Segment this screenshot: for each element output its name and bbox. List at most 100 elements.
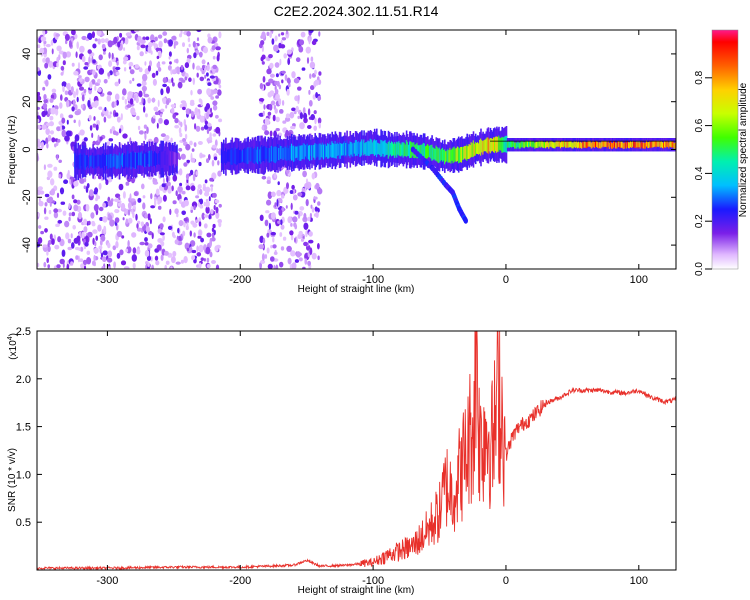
noise-speckle [270,231,276,236]
noise-speckle [158,117,163,124]
ridge-core [143,150,145,167]
noise-speckle [212,223,216,229]
noise-speckle [83,66,89,70]
noise-speckle [309,247,313,255]
noise-speckle [84,76,90,83]
ridge-core [277,144,279,162]
noise-speckle [96,30,102,37]
noise-speckle [265,210,270,214]
noise-speckle [203,258,206,262]
spectrogram-x-ticks: -300 -200 -100 0 100 [96,30,648,286]
ridge-core [266,148,269,162]
noise-speckle [173,43,176,49]
ridge-core [437,148,440,164]
ridge-core [482,141,484,155]
noise-speckle [188,43,191,48]
ridge-core [167,152,170,168]
noise-speckle [287,257,292,265]
noise-speckle [46,143,49,149]
ridge-core [649,141,651,148]
noise-speckle [317,117,322,124]
ridge-core [436,147,439,162]
noise-speckle [297,212,301,219]
ridge-core [450,149,452,164]
ridge-core [386,143,389,155]
noise-speckle [127,240,130,248]
ridge-core [155,152,157,168]
ridge-core [550,140,552,147]
noise-speckle [311,252,317,260]
ridge-core [146,151,149,167]
ridge-core [557,140,560,147]
noise-speckle [84,62,89,66]
noise-speckle [177,185,183,193]
svg-text:(x104): (x104) [7,333,19,360]
noise-speckle [86,183,90,189]
ridge-core [293,145,295,162]
noise-speckle [267,263,273,269]
ridge-core [371,142,374,154]
ridge-core [608,142,611,149]
noise-speckle [288,82,291,88]
ridge-core [358,141,360,154]
noise-speckle [41,124,47,130]
ridge-core [595,140,597,147]
noise-speckle [106,94,112,102]
ridge-core [320,144,323,158]
noise-speckle [117,41,121,48]
noise-speckle [55,223,60,227]
noise-speckle [198,230,202,237]
ridge-core [240,149,242,163]
noise-speckle [299,206,305,211]
ridge-core [507,141,510,148]
ridge-core [354,140,357,157]
noise-speckle [163,250,169,256]
ridge-core [665,141,667,148]
noise-speckle [204,74,207,79]
colorbar-tick-label: 0.4 [694,166,705,180]
noise-speckle [84,177,87,183]
noise-speckle [189,109,192,114]
noise-speckle [194,107,198,114]
noise-speckle [270,245,273,249]
noise-speckle [98,136,103,141]
noise-speckle [42,47,48,55]
ridge-core [366,141,369,156]
noise-speckle [210,107,212,113]
noise-speckle [261,61,265,65]
ridge-core [669,140,671,147]
noise-speckle [311,172,316,180]
noise-speckle [43,164,47,171]
noise-speckle [73,70,79,76]
noise-speckle [89,125,93,131]
noise-speckle [271,191,276,198]
noise-speckle [47,264,50,269]
noise-speckle [71,211,76,217]
ridge-core [671,141,674,148]
noise-speckle [103,225,107,234]
noise-speckle [172,82,175,87]
noise-speckle [218,203,222,208]
noise-speckle [211,159,215,167]
noise-speckle [286,182,289,190]
ridge-core [537,141,540,148]
noise-speckle [80,104,84,109]
noise-speckle [304,258,308,265]
noise-speckle [318,122,321,129]
ridge-core [473,143,476,156]
ridge-core [600,142,602,149]
noise-speckle [73,237,79,244]
noise-speckle [272,114,276,122]
ridge-core [249,147,252,162]
ridge-core [423,143,426,160]
ridge-core [618,141,620,147]
noise-speckle [282,236,287,241]
noise-speckle [124,37,129,45]
noise-speckle [154,199,157,207]
noise-speckle [174,208,179,215]
ridge-core [245,149,247,163]
ridge-core [525,140,528,147]
ridge-core [395,143,397,156]
noise-speckle [290,234,294,241]
noise-speckle [184,133,188,140]
